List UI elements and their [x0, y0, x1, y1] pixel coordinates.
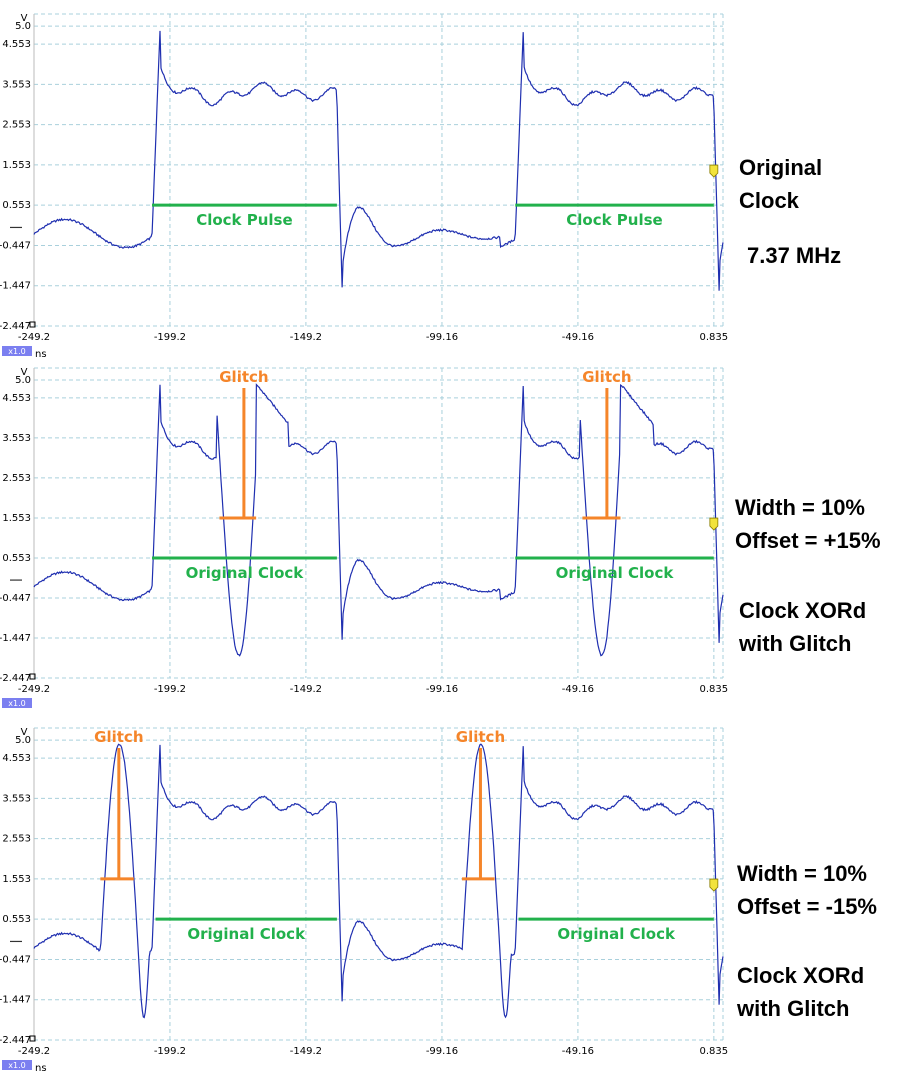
y-tick-label: 4.553 — [2, 753, 31, 764]
scope-panel-3: V5.0 4.553 3.553 2.553 1.553 0.553 -0.447 -1.44… — [0, 727, 728, 1074]
x-tick-label: -199.2 — [154, 684, 186, 695]
x-scale-badge-label: x1.0 — [8, 1061, 25, 1070]
span-label: Clock Pulse — [196, 211, 292, 229]
side-text-xor-2: Clock XORd — [739, 598, 867, 623]
trigger-cursor-icon — [709, 164, 719, 178]
x-axis-unit-label: ns — [35, 1063, 47, 1074]
y-tick-label: -0.447 — [0, 593, 31, 604]
y-tick-label: 4.553 — [2, 39, 31, 50]
x-scale-badge — [2, 698, 32, 708]
y-tick-label: 2.553 — [2, 834, 31, 845]
axis-corner-marker — [29, 1035, 36, 1042]
glitch-label: Glitch — [94, 728, 143, 746]
x-axis-unit-label: ns — [35, 349, 47, 360]
x-tick-label: -49.16 — [562, 332, 594, 343]
glitch-label: Glitch — [219, 368, 268, 386]
side-text-width-2: Width = 10% — [735, 495, 865, 520]
y-tick-label: -2.447 — [0, 673, 31, 684]
span-label: Clock Pulse — [566, 211, 662, 229]
signal-trace — [33, 30, 724, 291]
y-tick-label: 2.553 — [2, 473, 31, 484]
signal-trace — [33, 743, 724, 1019]
axis-corner-marker — [29, 321, 36, 328]
y-axis-unit-label: V — [21, 727, 28, 738]
y-tick-label: -1.447 — [0, 281, 31, 292]
y-tick-label: 3.553 — [2, 793, 31, 804]
y-tick-label: 1.553 — [2, 513, 31, 524]
x-tick-label: -99.16 — [426, 1046, 458, 1057]
side-text-original: Original — [739, 155, 823, 180]
side-text-frequency: 7.37 MHz — [747, 243, 842, 268]
y-tick-label: 3.553 — [2, 433, 31, 444]
y-tick-label: 5.0 — [15, 21, 31, 32]
y-tick-label: -0.447 — [0, 240, 31, 251]
side-text-xor-3: Clock XORd — [737, 963, 865, 988]
x-scale-badge — [2, 1060, 32, 1070]
trigger-cursor-icon — [709, 878, 719, 892]
y-tick-label: 1.553 — [2, 160, 31, 171]
y-tick-label: 0.553 — [2, 914, 31, 925]
signal-trace — [33, 383, 724, 657]
scope-panel-2: V5.0 4.553 3.553 2.553 1.553 0.553 -0.447 -1.44… — [0, 367, 728, 708]
y-tick-label: 5.0 — [15, 735, 31, 746]
x-tick-label: -249.2 — [18, 332, 50, 343]
x-scale-badge-label: x1.0 — [8, 699, 25, 708]
span-label: Original Clock — [187, 925, 306, 943]
x-tick-label: 0.835 — [700, 684, 729, 695]
x-tick-label: -249.2 — [18, 684, 50, 695]
x-tick-label: -99.16 — [426, 684, 458, 695]
axis-corner-marker — [29, 673, 36, 680]
x-tick-label: -49.16 — [562, 1046, 594, 1057]
side-text-width-3: Width = 10% — [737, 861, 867, 886]
span-label: Original Clock — [556, 564, 675, 582]
span-label: Original Clock — [186, 564, 305, 582]
y-axis-unit-label: V — [21, 367, 28, 378]
y-tick-label: -2.447 — [0, 1035, 31, 1046]
x-scale-badge — [2, 346, 32, 356]
side-text-offset-2: Offset = +15% — [735, 528, 881, 553]
span-label: Original Clock — [557, 925, 676, 943]
glitch-label: Glitch — [582, 368, 631, 386]
y-tick-label: 2.553 — [2, 120, 31, 131]
x-tick-label: -249.2 — [18, 1046, 50, 1057]
x-tick-label: -149.2 — [290, 332, 322, 343]
y-tick-label: 5.0 — [15, 375, 31, 386]
y-tick-label: -1.447 — [0, 995, 31, 1006]
y-tick-label: -0.447 — [0, 954, 31, 965]
trigger-cursor-icon — [709, 517, 719, 531]
x-scale-badge-label: x1.0 — [8, 347, 25, 356]
x-tick-label: 0.835 — [700, 332, 729, 343]
y-tick-label: 4.553 — [2, 393, 31, 404]
side-text-glitch-2: with Glitch — [739, 631, 852, 656]
y-tick-label: 1.553 — [2, 874, 31, 885]
y-tick-label: 0.553 — [2, 200, 31, 211]
x-tick-label: -199.2 — [154, 1046, 186, 1057]
x-tick-label: -149.2 — [290, 1046, 322, 1057]
side-text-offset-3: Offset = -15% — [737, 894, 877, 919]
scope-panel-1: V5.0 4.553 3.553 2.553 1.553 0.553 -0.447 -1.44… — [0, 13, 728, 360]
x-tick-label: -149.2 — [290, 684, 322, 695]
y-tick-label: 0.553 — [2, 553, 31, 564]
x-tick-label: -199.2 — [154, 332, 186, 343]
x-tick-label: 0.835 — [700, 1046, 729, 1057]
side-text-clock: Clock — [739, 188, 799, 213]
x-tick-label: -99.16 — [426, 332, 458, 343]
y-axis-unit-label: V — [21, 13, 28, 24]
y-tick-label: -2.447 — [0, 321, 31, 332]
glitch-label: Glitch — [456, 728, 505, 746]
x-tick-label: -49.16 — [562, 684, 594, 695]
y-tick-label: 3.553 — [2, 79, 31, 90]
side-text-glitch-3: with Glitch — [737, 996, 850, 1021]
y-tick-label: -1.447 — [0, 633, 31, 644]
